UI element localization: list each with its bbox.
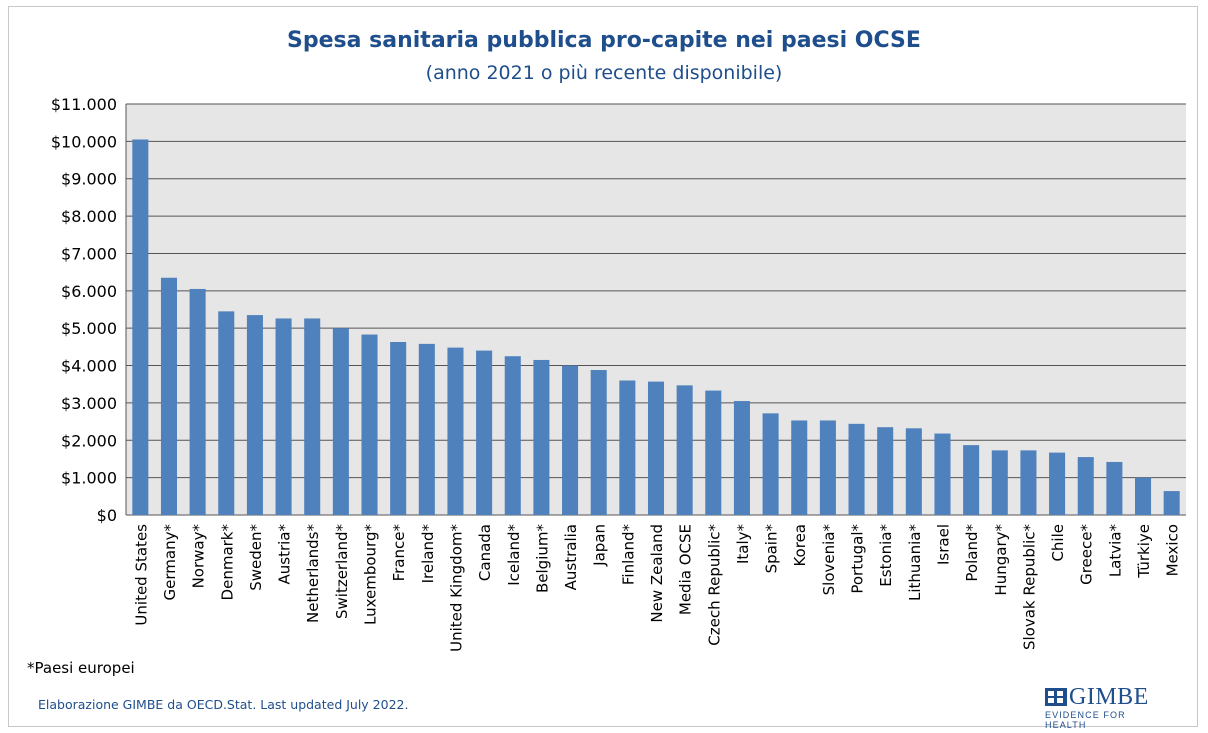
x-tick-label: Australia [562,524,580,590]
bars [132,139,1180,515]
x-tick-label: Luxembourg* [362,524,380,625]
y-tick-label: $3.000 [61,394,117,413]
bar [791,420,808,515]
x-tick-label: Iceland* [505,524,523,586]
y-tick-label: $10.000 [51,132,117,151]
x-tick-label: Czech Republic* [705,524,723,646]
bar [705,390,722,515]
y-tick-label: $8.000 [61,207,117,226]
x-tick-label: Lithuania* [906,524,924,601]
bar [218,311,235,515]
x-tick-label: France* [390,524,408,582]
x-tick-label: Slovenia* [820,524,838,596]
x-tick-label: Estonia* [877,524,895,587]
y-tick-label: $7.000 [61,244,117,263]
bar [246,315,263,515]
bar [1020,450,1037,515]
x-tick-label: Sweden* [247,524,265,591]
bar [905,428,922,515]
bar [733,401,750,515]
x-tick-label: United Kingdom* [447,524,465,652]
y-tick-label: $4.000 [61,357,117,376]
bar [819,420,836,515]
bar [762,413,779,515]
bar [1106,461,1123,515]
chart-subtitle: (anno 2021 o più recente disponibile) [425,62,783,84]
y-tick-label: $2.000 [61,431,117,450]
bar [304,318,321,515]
bar [332,328,349,515]
logo-grid-icon [1045,688,1067,706]
x-tick-label: Hungary* [992,524,1010,596]
y-tick-label: $1.000 [61,469,117,488]
bar [963,445,980,515]
x-tick-label: Ireland* [419,524,437,584]
bar [418,343,435,515]
bar [504,356,521,515]
x-tick-label: Switzerland* [333,524,351,619]
gimbe-logo: GIMBE EVIDENCE FOR HEALTH [1045,684,1185,730]
x-tick-label: Poland* [963,524,981,582]
x-tick-label: Denmark* [218,524,236,601]
bar [1049,452,1066,515]
x-tick-label: Portugal* [849,524,867,594]
x-tick-label: Greece* [1078,524,1096,585]
y-tick-label: $9.000 [61,170,117,189]
bar [848,423,865,515]
bar [275,318,292,515]
chart-title: Spesa sanitaria pubblica pro-capite nei … [287,28,921,53]
x-tick-label: Germany* [161,524,179,601]
logo-tagline: EVIDENCE FOR HEALTH [1045,710,1126,730]
x-tick-label: Korea [791,524,809,567]
bar [991,450,1008,515]
bar [160,277,177,515]
bar [533,359,550,515]
x-tick-label: United States [132,524,150,626]
x-tick-label: Belgium* [533,524,551,593]
x-tick-label: Latvia* [1106,524,1124,578]
x-tick-label: Slovak Republic* [1020,524,1038,650]
bar [619,380,636,515]
x-tick-label: Spain* [763,524,781,574]
x-tick-label: New Zealand [648,524,666,623]
x-tick-label: Italy* [734,524,752,565]
x-tick-label: Norway* [190,524,208,589]
bar [590,370,607,515]
bar [877,427,894,515]
bar [934,433,951,515]
x-axis-ticks: United States Germany* Norway* Denmark* Swed… [132,524,1181,652]
y-tick-label: $5.000 [61,319,117,338]
bar [447,347,464,515]
x-tick-label: Israel [934,524,952,565]
bar [676,385,693,515]
x-tick-label: Türkiye [1135,524,1153,579]
logo-word: GIMBE [1069,684,1149,710]
bar [132,139,149,515]
source-note: Elaborazione GIMBE da OECD.Stat. Last up… [38,697,409,712]
y-tick-label: $0 [97,506,117,525]
bar [361,334,378,515]
y-axis-ticks: $0 $1.000 $2.000 $3.000 $4.000 $5.000 $6.000 $7… [51,95,117,525]
bar [647,381,665,515]
x-tick-label: Netherlands* [304,524,322,623]
x-tick-label: Media OCSE [677,524,695,615]
bar [562,365,579,515]
x-tick-label: Canada [476,524,494,581]
y-tick-label: $11.000 [51,95,117,114]
bar [476,350,493,515]
x-tick-label: Chile [1049,524,1067,562]
bar [189,288,206,515]
bar [1077,457,1094,515]
x-tick-label: Japan [591,524,609,567]
bar [1135,477,1152,515]
x-tick-label: Mexico [1164,524,1182,576]
bar [390,342,407,515]
y-tick-label: $6.000 [61,282,117,301]
x-tick-label: Austria* [276,524,294,585]
footnote: *Paesi europei [27,659,135,677]
bar [1163,491,1180,515]
x-tick-label: Finland* [619,524,637,586]
